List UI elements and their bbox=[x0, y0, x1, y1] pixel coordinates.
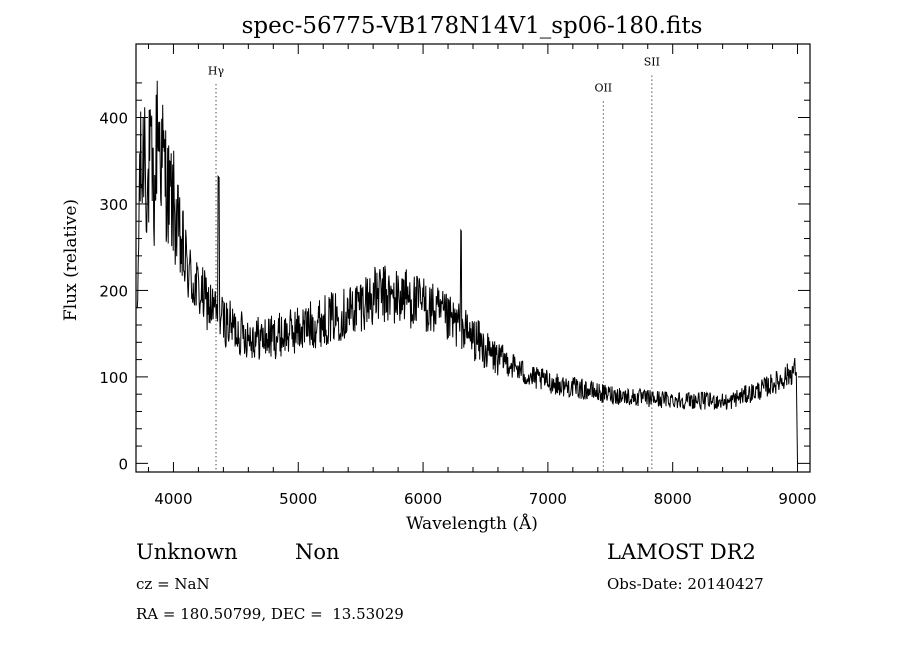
annotation-label: Hγ bbox=[208, 64, 225, 77]
x-tick-label: 7000 bbox=[529, 490, 567, 508]
x-tick-label: 5000 bbox=[279, 490, 317, 508]
axes: 4000 5000 6000 7000 8000 9000 0 100 200 300 400 bbox=[99, 43, 817, 508]
line-annotations: Hγ OII SII bbox=[208, 56, 660, 472]
chart-title: spec-56775-VB178N14V1_sp06-180.fits bbox=[242, 13, 703, 39]
observation-date: Obs-Date: 20140427 bbox=[607, 575, 764, 593]
plot-frame bbox=[135, 43, 811, 473]
y-axis-label: Flux (relative) bbox=[61, 199, 81, 321]
sky-coordinates: RA = 180.50799, DEC = 13.53029 bbox=[136, 605, 404, 623]
object-class: Unknown bbox=[136, 540, 238, 564]
x-tick-label: 9000 bbox=[778, 490, 816, 508]
object-subclass: Non bbox=[295, 540, 340, 564]
y-tick-label: 300 bbox=[99, 196, 128, 214]
y-tick-label: 0 bbox=[118, 455, 128, 473]
annotation-label: OII bbox=[594, 82, 612, 95]
survey-name: LAMOST DR2 bbox=[607, 540, 756, 564]
annotation-label: SII bbox=[644, 56, 660, 69]
y-tick-label: 400 bbox=[99, 109, 128, 127]
x-axis-label: Wavelength (Å) bbox=[406, 513, 538, 534]
y-tick-label: 100 bbox=[99, 369, 128, 387]
y-tick-label: 200 bbox=[99, 282, 128, 300]
x-tick-label: 6000 bbox=[404, 490, 442, 508]
series-group bbox=[136, 80, 798, 464]
spectrum-line bbox=[136, 80, 798, 464]
redshift-cz: cz = NaN bbox=[136, 575, 210, 593]
x-tick-label: 8000 bbox=[654, 490, 692, 508]
x-tick-label: 4000 bbox=[154, 490, 192, 508]
